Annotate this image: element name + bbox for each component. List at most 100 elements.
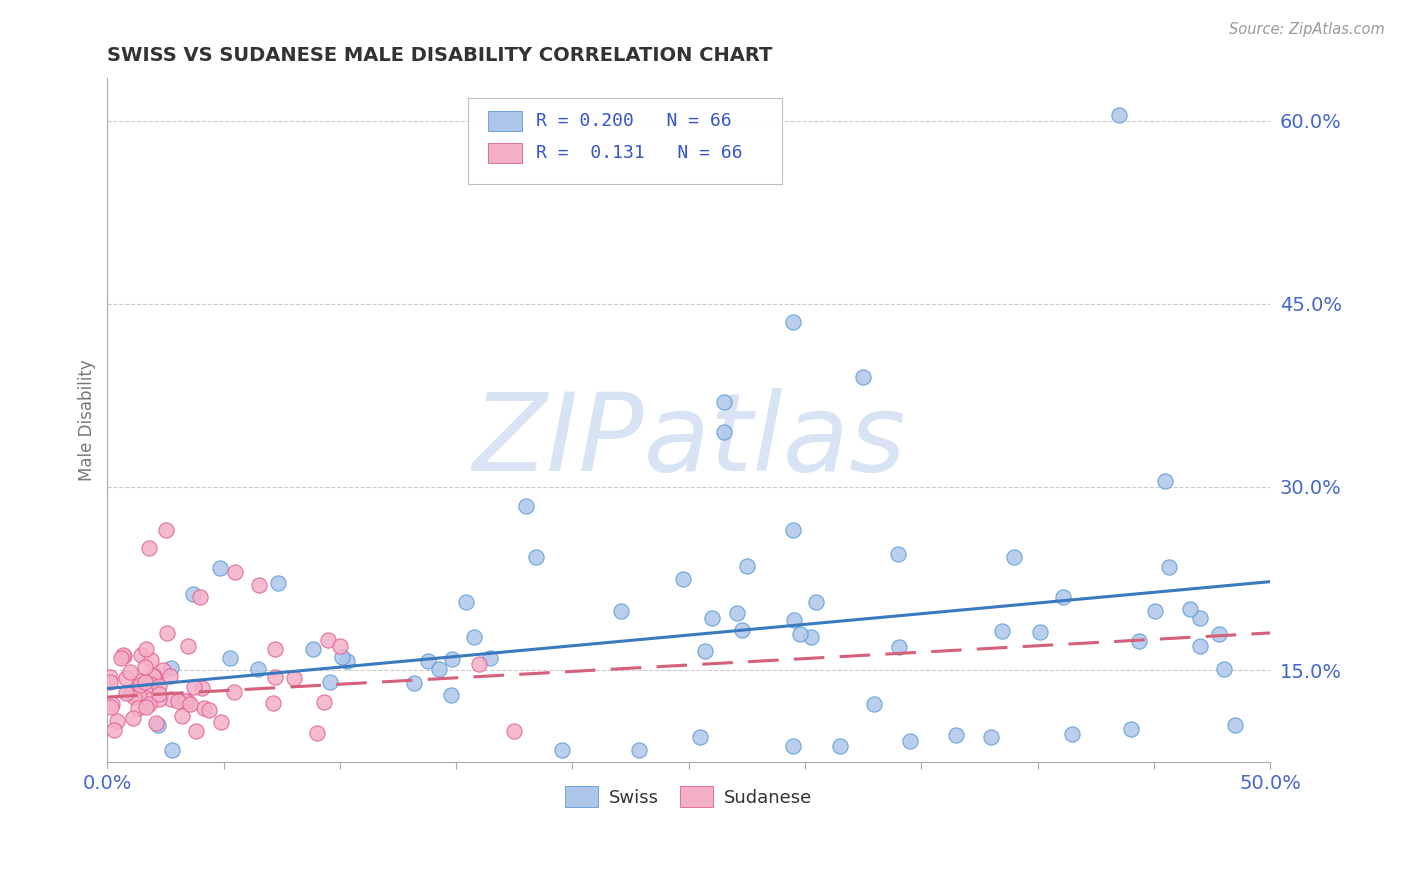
Point <box>176 639 198 653</box>
Point <box>176 694 198 708</box>
Point <box>440 652 463 666</box>
Point <box>139 677 162 691</box>
Point <box>148 687 170 701</box>
Point <box>264 642 287 657</box>
Point <box>152 663 174 677</box>
Point <box>209 715 232 730</box>
Point <box>110 651 132 665</box>
Point <box>318 674 340 689</box>
Point <box>283 671 305 685</box>
Point <box>609 604 631 618</box>
Point <box>135 641 157 656</box>
Point <box>103 723 125 737</box>
Point <box>148 718 170 732</box>
Point <box>190 590 212 604</box>
Point <box>148 692 170 706</box>
Point <box>122 690 145 705</box>
Point <box>945 728 967 742</box>
Point <box>551 742 574 756</box>
Point <box>627 742 650 756</box>
Point <box>128 673 150 688</box>
Point <box>672 572 695 586</box>
Point <box>526 550 548 565</box>
Point <box>166 694 188 708</box>
Point <box>1178 602 1201 616</box>
Point <box>782 523 804 537</box>
Point <box>418 654 440 668</box>
Point <box>247 662 270 676</box>
Point <box>463 631 485 645</box>
Text: R =  0.131   N = 66: R = 0.131 N = 66 <box>537 145 742 162</box>
Point <box>135 700 157 714</box>
Point <box>127 701 149 715</box>
Point <box>100 700 122 714</box>
Point <box>208 560 231 574</box>
Y-axis label: Male Disability: Male Disability <box>79 359 96 481</box>
Point <box>329 639 352 653</box>
Point <box>156 626 179 640</box>
Point <box>713 394 735 409</box>
Point <box>804 595 827 609</box>
Point <box>183 681 205 695</box>
Point <box>980 731 1002 745</box>
Point <box>828 739 851 753</box>
Point <box>693 644 716 658</box>
Point <box>263 670 285 684</box>
Point <box>1159 560 1181 574</box>
Point <box>731 623 754 637</box>
Point <box>782 315 804 329</box>
Point <box>789 627 811 641</box>
Point <box>689 731 711 745</box>
Point <box>193 700 215 714</box>
Point <box>155 523 177 537</box>
Point <box>138 541 160 555</box>
Point <box>159 660 181 674</box>
Point <box>1108 107 1130 121</box>
Point <box>456 595 478 609</box>
Point <box>101 698 124 712</box>
Point <box>800 630 823 644</box>
Point <box>302 641 325 656</box>
Point <box>515 499 537 513</box>
Point <box>898 734 921 748</box>
Point <box>112 648 135 662</box>
Point <box>267 575 290 590</box>
Point <box>159 669 181 683</box>
Point <box>725 606 748 620</box>
Point <box>700 610 723 624</box>
Point <box>112 648 135 663</box>
Point <box>852 370 875 384</box>
Point <box>1002 549 1025 564</box>
Point <box>316 632 339 647</box>
Point <box>440 688 463 702</box>
Point <box>1154 474 1177 488</box>
Point <box>98 670 121 684</box>
Point <box>1144 604 1167 618</box>
Point <box>863 697 886 711</box>
Point <box>991 624 1014 638</box>
Point <box>224 566 246 580</box>
Point <box>98 674 121 689</box>
Point <box>1189 611 1212 625</box>
Point <box>887 640 910 654</box>
Point <box>160 691 183 706</box>
Point <box>314 696 336 710</box>
Point <box>503 724 526 739</box>
Legend: Swiss, Sudanese: Swiss, Sudanese <box>558 779 820 814</box>
Point <box>143 669 166 683</box>
Point <box>118 665 141 680</box>
Point <box>262 696 284 710</box>
Point <box>173 694 195 708</box>
Point <box>335 654 357 668</box>
Point <box>128 678 150 692</box>
Point <box>160 742 183 756</box>
Point <box>1062 727 1084 741</box>
Point <box>427 662 450 676</box>
Point <box>224 685 246 699</box>
Point <box>128 689 150 703</box>
Point <box>138 693 160 707</box>
Point <box>145 715 167 730</box>
Text: SWISS VS SUDANESE MALE DISABILITY CORRELATION CHART: SWISS VS SUDANESE MALE DISABILITY CORREL… <box>107 46 773 65</box>
Point <box>148 679 170 693</box>
Point <box>330 649 353 664</box>
